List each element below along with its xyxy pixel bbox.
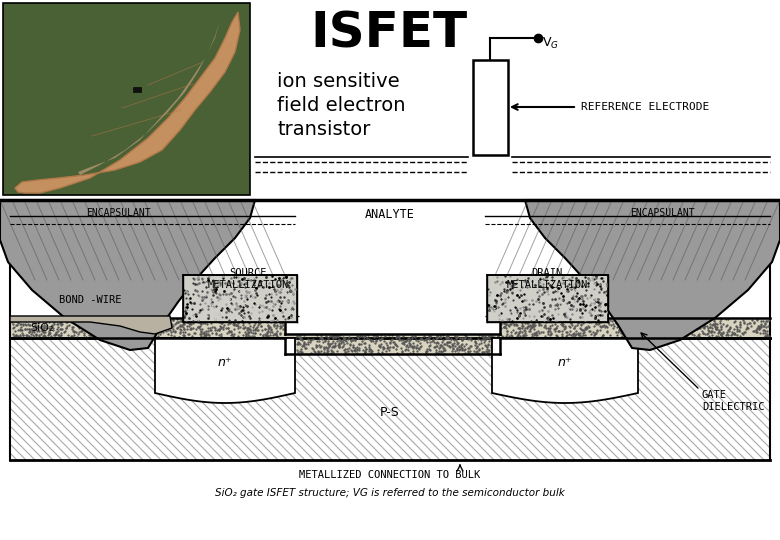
Text: transistor: transistor [277, 120, 370, 139]
Bar [10, 318, 285, 338]
Text: BOND -WIRE: BOND -WIRE [58, 295, 121, 305]
Text: V$_G$: V$_G$ [542, 36, 559, 51]
Bar [3, 3, 250, 195]
Text: ENCAPSULANT: ENCAPSULANT [86, 208, 151, 218]
Polygon shape [15, 12, 240, 193]
Polygon shape [78, 20, 220, 175]
Text: GATE
DIELECTRIC: GATE DIELECTRIC [702, 390, 764, 413]
Polygon shape [10, 316, 172, 334]
Text: METALLIZED CONNECTION TO BULK: METALLIZED CONNECTION TO BULK [300, 470, 480, 480]
Bar [500, 318, 770, 338]
Text: ISFET: ISFET [310, 10, 467, 58]
Text: field electron: field electron [277, 96, 406, 115]
Text: n⁺: n⁺ [558, 356, 573, 369]
Polygon shape [492, 338, 638, 403]
Bar [0, 200, 780, 540]
Bar [0, 0, 780, 200]
Bar [231, 318, 249, 322]
Text: ENCAPSULANT: ENCAPSULANT [629, 208, 694, 218]
Bar [285, 334, 500, 354]
Bar [487, 275, 608, 322]
Polygon shape [155, 338, 295, 403]
Text: n⁺: n⁺ [218, 356, 232, 369]
Text: P-S: P-S [380, 407, 400, 420]
Text: SiO₂ gate ISFET structure; VG is referred to the semiconductor bulk: SiO₂ gate ISFET structure; VG is referre… [215, 488, 565, 498]
Text: ANALYTE: ANALYTE [365, 208, 415, 221]
Text: ion sensitive: ion sensitive [277, 72, 399, 91]
Bar [538, 318, 556, 322]
Polygon shape [0, 200, 255, 350]
Bar [183, 275, 297, 322]
Text: DRAIN
METALLIZATION: DRAIN METALLIZATION [506, 268, 587, 291]
Polygon shape [525, 200, 780, 350]
Bar [473, 60, 508, 155]
Bar [133, 87, 141, 92]
Text: SiO₂: SiO₂ [30, 323, 54, 333]
Text: REFERENCE ELECTRODE: REFERENCE ELECTRODE [581, 102, 709, 112]
Bar [10, 338, 770, 460]
Text: SOURCE
METALLIZATION: SOURCE METALLIZATION [207, 268, 289, 291]
